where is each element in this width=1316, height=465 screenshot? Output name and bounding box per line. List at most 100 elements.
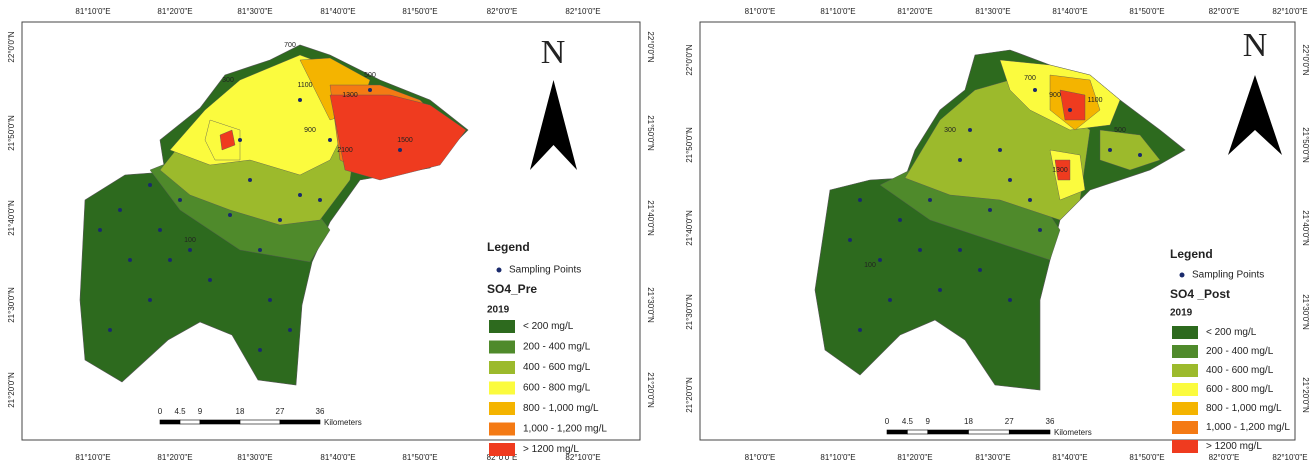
longitude-label: 81°40'0"E bbox=[320, 7, 355, 16]
longitude-label: 81°30'0"E bbox=[237, 7, 272, 16]
legend-label: 800 - 1,000 mg/L bbox=[523, 403, 599, 414]
scale-tick: 0 bbox=[158, 407, 163, 416]
longitude-label: 81°50'0"E bbox=[1129, 453, 1164, 462]
legend-swatch bbox=[1172, 345, 1198, 358]
contour-label: 700 bbox=[284, 42, 296, 49]
legend-label: 800 - 1,000 mg/L bbox=[1206, 403, 1282, 414]
longitude-label: 82°10'0"E bbox=[565, 7, 600, 16]
contour-label: 1500 bbox=[397, 137, 413, 144]
legend-label: 600 - 800 mg/L bbox=[523, 383, 591, 394]
scale-unit: Kilometers bbox=[324, 418, 362, 427]
longitude-label: 81°30'0"E bbox=[975, 7, 1010, 16]
longitude-label: 81°30'0"E bbox=[237, 453, 272, 462]
map-panel: 81°0'0"E81°0'0"E81°10'0"E81°10'0"E81°20'… bbox=[685, 7, 1310, 462]
sampling-point bbox=[1008, 298, 1012, 302]
scale-tick: 0 bbox=[885, 417, 890, 426]
legend-layer: SO4 _Post bbox=[1170, 287, 1230, 301]
sampling-point bbox=[968, 128, 972, 132]
sampling-point bbox=[148, 183, 152, 187]
latitude-label: 21°40'0"N bbox=[646, 200, 655, 236]
legend-swatch bbox=[1172, 402, 1198, 415]
scale-segment bbox=[969, 430, 1010, 434]
sampling-point bbox=[958, 248, 962, 252]
contour-label: 900 bbox=[304, 127, 316, 134]
latitude-label: 21°50'0"N bbox=[1301, 127, 1310, 163]
sampling-point bbox=[258, 248, 262, 252]
sampling-point bbox=[258, 348, 262, 352]
latitude-label: 21°20'0"N bbox=[1301, 377, 1310, 413]
legend-title: Legend bbox=[1170, 247, 1213, 261]
legend-swatch bbox=[489, 443, 515, 456]
legend-label: 200 - 400 mg/L bbox=[523, 342, 591, 353]
sampling-point bbox=[848, 238, 852, 242]
latitude-label: 21°40'0"N bbox=[685, 210, 694, 246]
latitude-label: 22°0'0"N bbox=[7, 31, 16, 62]
legend-swatch bbox=[489, 361, 515, 374]
scale-tick: 36 bbox=[316, 407, 325, 416]
sampling-point bbox=[398, 148, 402, 152]
longitude-label: 81°20'0"E bbox=[157, 453, 192, 462]
scale-segment bbox=[887, 430, 907, 434]
longitude-label: 81°10'0"E bbox=[75, 453, 110, 462]
legend-year: 2019 bbox=[1170, 308, 1193, 319]
latitude-label: 21°30'0"N bbox=[646, 287, 655, 323]
scale-tick: 4.5 bbox=[902, 417, 914, 426]
longitude-label: 81°10'0"E bbox=[75, 7, 110, 16]
legend-layer: SO4_Pre bbox=[487, 282, 537, 296]
scale-segment bbox=[907, 430, 927, 434]
legend-points-label: Sampling Points bbox=[509, 265, 581, 276]
longitude-label: 81°40'0"E bbox=[1052, 7, 1087, 16]
scale-segment bbox=[1009, 430, 1050, 434]
sampling-point bbox=[928, 198, 932, 202]
scale-tick: 4.5 bbox=[174, 407, 186, 416]
legend-swatch bbox=[1172, 326, 1198, 339]
legend-label: 600 - 800 mg/L bbox=[1206, 384, 1274, 395]
figure: 81°10'0"E 81°10'0"E 81°20'0"E 81°20'0"E 81°3… bbox=[0, 0, 1316, 465]
sampling-point bbox=[268, 298, 272, 302]
longitude-label: 82°0'0"E bbox=[1209, 7, 1240, 16]
legend-swatch bbox=[489, 382, 515, 395]
sampling-point bbox=[158, 228, 162, 232]
longitude-label: 81°0'0"E bbox=[745, 7, 776, 16]
legend-label: < 200 mg/L bbox=[523, 321, 574, 332]
contour-label: 100 bbox=[184, 237, 196, 244]
contour-label: 500 bbox=[364, 72, 376, 79]
latitude-label: 22°0'0"N bbox=[685, 44, 694, 75]
longitude-label: 81°10'0"E bbox=[820, 453, 855, 462]
longitude-label: 81°30'0"E bbox=[975, 453, 1010, 462]
sampling-point bbox=[1028, 198, 1032, 202]
legend-label: 1,000 - 1,200 mg/L bbox=[523, 424, 607, 435]
contour-label: 2100 bbox=[337, 147, 353, 154]
scale-segment bbox=[280, 420, 320, 424]
legend-label: > 1200 mg/L bbox=[523, 444, 579, 455]
legend-swatch bbox=[1172, 383, 1198, 396]
sampling-point bbox=[1108, 148, 1112, 152]
legend-swatch bbox=[1172, 440, 1198, 453]
latitude-label: 22°0'0"N bbox=[646, 31, 655, 62]
scale-unit: Kilometers bbox=[1054, 428, 1092, 437]
legend-points-label: Sampling Points bbox=[1192, 270, 1264, 281]
latitude-label: 21°50'0"N bbox=[685, 127, 694, 163]
scale-tick: 18 bbox=[964, 417, 973, 426]
scale-tick: 36 bbox=[1046, 417, 1055, 426]
sampling-point bbox=[108, 328, 112, 332]
legend-label: > 1200 mg/L bbox=[1206, 441, 1262, 452]
longitude-label: 81°50'0"E bbox=[1129, 7, 1164, 16]
sampling-point bbox=[958, 158, 962, 162]
latitude-label: 21°30'0"N bbox=[685, 294, 694, 330]
sampling-point bbox=[278, 218, 282, 222]
map-panel: 81°10'0"E81°10'0"E81°20'0"E81°20'0"E81°3… bbox=[7, 7, 655, 462]
longitude-label: 81°50'0"E bbox=[402, 7, 437, 16]
sampling-point bbox=[998, 148, 1002, 152]
scale-tick: 9 bbox=[926, 417, 931, 426]
sampling-point bbox=[298, 193, 302, 197]
north-label: N bbox=[1243, 27, 1268, 64]
contour-label: 1100 bbox=[1087, 97, 1102, 104]
scale-tick: 18 bbox=[236, 407, 245, 416]
sampling-point bbox=[1068, 108, 1072, 112]
longitude-label: 81°20'0"E bbox=[897, 7, 932, 16]
legend-year: 2019 bbox=[487, 305, 510, 316]
sampling-point bbox=[938, 288, 942, 292]
sampling-point bbox=[328, 138, 332, 142]
sampling-point bbox=[298, 98, 302, 102]
